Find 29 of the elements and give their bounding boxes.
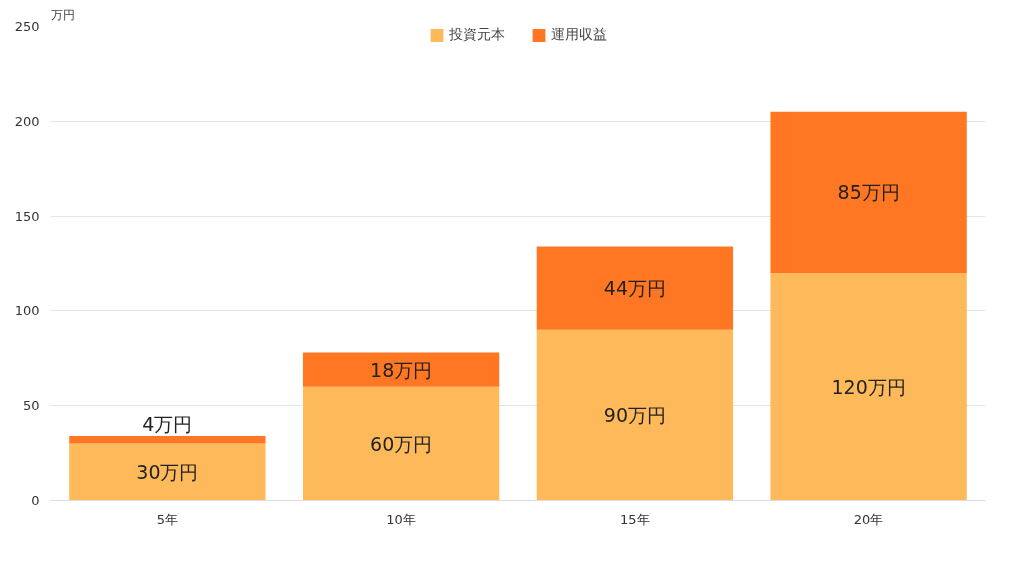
- bar: [536, 246, 734, 330]
- data-label: 90万円: [603, 404, 666, 427]
- bar: [302, 386, 500, 501]
- y-tick-label: 200: [14, 113, 40, 129]
- data-label: 85万円: [837, 181, 900, 204]
- y-tick-label: 0: [31, 493, 40, 508]
- bar: [536, 329, 734, 501]
- y-axis-title: 万円: [50, 7, 75, 22]
- x-tick-label: 20年: [853, 511, 884, 527]
- data-label: 120万円: [831, 375, 906, 398]
- x-tick-label: 15年: [620, 511, 650, 527]
- y-tick-label: 100: [14, 303, 40, 319]
- data-label: 60万円: [370, 432, 433, 455]
- bar: [69, 443, 266, 501]
- y-tick-label: 50: [22, 398, 40, 414]
- y-tick-label: 150: [14, 208, 40, 224]
- data-label: 4万円: [142, 413, 193, 436]
- data-label: 30万円: [136, 461, 199, 484]
- x-tick-label: 5年: [156, 511, 179, 527]
- bar: [69, 436, 266, 444]
- bar: [770, 272, 967, 501]
- bar: [302, 352, 500, 387]
- y-tick-label: 250: [14, 19, 40, 34]
- legend-label: 投資元本: [449, 26, 505, 44]
- bar: [770, 111, 967, 273]
- x-tick-label: 10年: [386, 511, 416, 527]
- legend-label: 運用収益: [551, 26, 607, 44]
- data-label: 18万円: [370, 358, 433, 381]
- data-label: 44万円: [603, 277, 666, 300]
